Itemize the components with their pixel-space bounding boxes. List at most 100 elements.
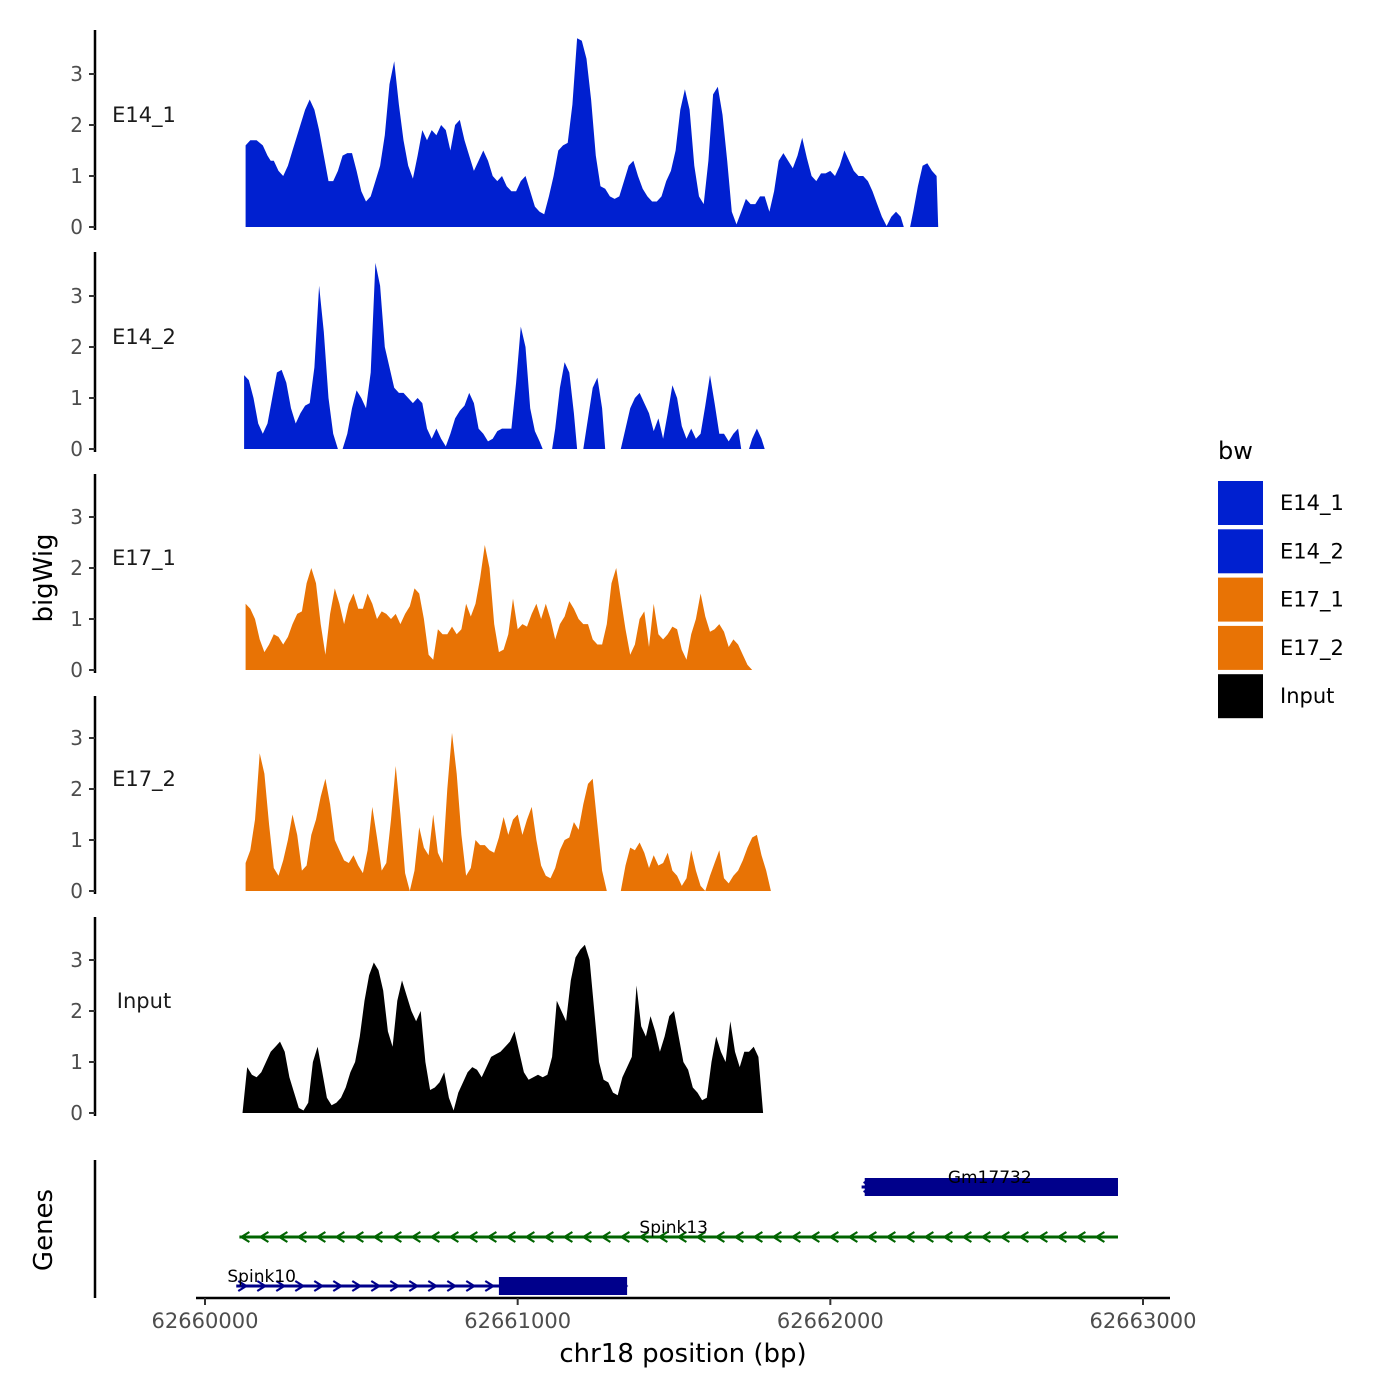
legend-swatch [1218,481,1263,525]
strand-arrow [638,1231,649,1243]
y-tick-label: 3 [70,284,83,308]
y-tick-label: 0 [70,1101,83,1125]
strand-arrow [980,1231,991,1243]
strand-arrow [294,1280,306,1292]
legend-title: bw [1218,437,1253,465]
y-tick-label: 1 [70,386,83,410]
y-tick-label: 2 [70,113,83,137]
track-E17_1: 0 1 2 3 E17_1 [70,474,753,682]
gene-Spink10: Spink10 [227,1267,629,1295]
strand-arrow [351,1280,363,1292]
strand-arrow [619,1231,630,1243]
track-label: E14_1 [112,103,176,128]
y-tick-label: 1 [70,164,83,188]
strand-arrow [657,1231,668,1243]
signal-area-E17_1 [245,545,753,670]
strand-arrow [1037,1231,1048,1243]
legend-label: Input [1280,684,1334,708]
x-tick-label: 62663000 [1090,1309,1197,1333]
strand-arrow [885,1231,896,1243]
legend-item-Input: Input [1218,674,1334,719]
legend-swatch [1218,529,1263,574]
strand-arrow [771,1231,782,1243]
y-tick-label: 3 [70,62,83,86]
legend-label: E17_2 [1280,636,1344,661]
strand-arrow [315,1231,326,1243]
strand-arrow [389,1280,401,1292]
strand-arrow [258,1231,269,1243]
strand-arrow [467,1231,478,1243]
y-tick-label: 0 [70,215,83,239]
strand-arrow [809,1231,820,1243]
strand-arrow [410,1231,421,1243]
genes-panel: Spink10 Spink13 Gm17732 [93,1160,1118,1298]
strand-arrow [676,1231,687,1243]
strand-arrow [562,1231,573,1243]
signal-area-E14_1 [245,38,939,227]
strand-arrow [1056,1231,1067,1243]
gene-label: Spink13 [639,1218,708,1238]
y-axis-title: bigWig [29,533,59,622]
legend-label: E14_2 [1280,539,1344,564]
y-tick-label: 3 [70,726,83,750]
strand-arrow [237,1280,249,1292]
legend-item-E17_1: E17_1 [1218,577,1344,622]
strand-arrow [1075,1231,1086,1243]
strand-arrow [942,1231,953,1243]
strand-arrow [866,1231,877,1243]
gene-exon [864,1178,1118,1196]
legend-swatch [1218,625,1263,670]
strand-arrow [695,1231,706,1243]
track-label: Input [117,989,171,1013]
legend-label: E17_1 [1280,588,1344,613]
legend-swatch [1218,577,1263,622]
strand-arrow [847,1231,858,1243]
legend-item-E17_2: E17_2 [1218,625,1344,670]
strand-arrow [828,1231,839,1243]
strand-arrow [600,1231,611,1243]
genes-axis-title: Genes [29,1189,59,1271]
gene-Gm17732: Gm17732 [861,1168,1118,1196]
y-tick-label: 2 [70,335,83,359]
legend-swatch [1218,674,1263,719]
strand-arrow [505,1231,516,1243]
gene-label: Gm17732 [948,1168,1032,1188]
gene-exon [498,1277,628,1295]
track-label: E17_1 [112,546,176,571]
y-tick-label: 2 [70,777,83,801]
y-tick-label: 1 [70,607,83,631]
legend-item-E14_2: E14_2 [1218,529,1344,574]
strand-arrow [332,1280,344,1292]
strand-arrow [999,1231,1010,1243]
strand-arrow [1094,1231,1105,1243]
strand-arrow [256,1280,268,1292]
track-E14_1: 0 1 2 3 E14_1 [70,30,939,239]
y-tick-label: 1 [70,1050,83,1074]
signal-area-E14_2 [244,262,765,449]
strand-arrow [484,1280,496,1292]
y-tick-label: 0 [70,879,83,903]
legend: bw E14_1 E14_2 E17_1 E17_2 Input [1218,437,1344,719]
signal-area-Input [242,944,764,1113]
y-tick-label: 3 [70,948,83,972]
track-label: E17_2 [112,767,176,792]
x-tick-label: 62661000 [464,1309,571,1333]
strand-arrow [465,1280,477,1292]
strand-arrow [277,1231,288,1243]
strand-arrow [446,1280,458,1292]
strand-arrow [370,1280,382,1292]
signal-area-E17_2 [245,732,771,891]
strand-arrow [372,1231,383,1243]
strand-arrow [733,1231,744,1243]
y-tick-label: 2 [70,556,83,580]
x-axis-title: chr18 position (bp) [559,1339,806,1369]
legend-item-E14_1: E14_1 [1218,481,1344,525]
legend-label: E14_1 [1280,491,1344,516]
track-E14_2: 0 1 2 3 E14_2 [70,252,765,461]
strand-arrow [486,1231,497,1243]
x-tick-label: 62660000 [152,1309,259,1333]
strand-arrow [334,1231,345,1243]
strand-arrow [353,1231,364,1243]
strand-arrow [714,1231,725,1243]
strand-arrow [429,1231,440,1243]
